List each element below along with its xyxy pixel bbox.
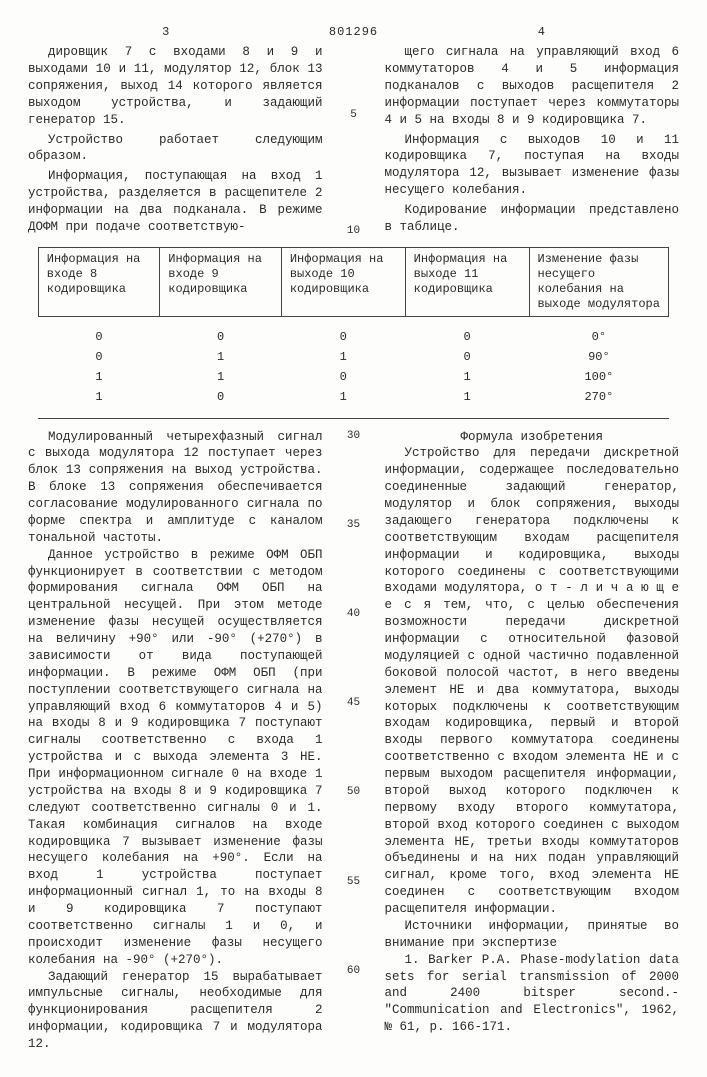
table-header: Информация на выходе 11 кодировщика <box>405 247 529 316</box>
bottom-right-col: Формула изобретения Устройство для перед… <box>385 429 680 1053</box>
sources-entry: 1. Barker P.A. Phase-modylation data set… <box>385 952 680 1036</box>
line-num: 30 <box>347 429 360 444</box>
table-row: 0 1 1 0 90° <box>38 347 668 367</box>
table-row: 1 1 0 1 100° <box>38 367 668 387</box>
para: щего сигнала на управляющий вход 6 комму… <box>385 44 680 128</box>
para: Задающий генератор 15 вырабатывает импул… <box>28 969 323 1053</box>
sources-title: Источники информации, принятые во вниман… <box>385 918 680 952</box>
cell: 0 <box>38 327 160 347</box>
line-num: 55 <box>347 875 360 890</box>
cell: 90° <box>529 347 669 367</box>
top-columns: дировщик 7 с входами 8 и 9 и выходами 10… <box>28 44 679 239</box>
bottom-left-col: Модулированный четырехфазный сигнал с вы… <box>28 429 323 1053</box>
line-num: 40 <box>347 607 360 622</box>
cell: 0 <box>281 327 405 347</box>
top-right-col: щего сигнала на управляющий вход 6 комму… <box>385 44 680 239</box>
cell: 0 <box>281 367 405 387</box>
bottom-columns: Модулированный четырехфазный сигнал с вы… <box>28 429 679 1053</box>
line-num: 35 <box>347 518 360 533</box>
para: Кодирование информации представлено в та… <box>385 202 680 236</box>
line-num: 50 <box>347 785 360 800</box>
para: Устройство для передачи дискретной инфор… <box>385 445 680 918</box>
line-num-gutter: 5 10 <box>343 44 365 239</box>
coding-table: Информация на входе 8 кодировщика Информ… <box>38 247 669 419</box>
para: Устройство работает следующим образом. <box>28 132 323 166</box>
doc-number: 801296 <box>329 24 378 40</box>
line-num: 10 <box>347 224 360 239</box>
cell: 1 <box>160 347 282 367</box>
cell: 0 <box>38 347 160 367</box>
table-header: Информация на входе 8 кодировщика <box>38 247 160 316</box>
page-col-right: 4 <box>531 24 551 40</box>
cell: 1 <box>281 347 405 367</box>
top-left-col: дировщик 7 с входами 8 и 9 и выходами 10… <box>28 44 323 239</box>
line-num: 60 <box>347 964 360 979</box>
para: дировщик 7 с входами 8 и 9 и выходами 10… <box>28 44 323 128</box>
cell: 0 <box>405 347 529 367</box>
cell: 270° <box>529 387 669 407</box>
cell: 0 <box>160 327 282 347</box>
table-row: 1 0 1 1 270° <box>38 387 668 407</box>
cell: 1 <box>38 367 160 387</box>
cell: 1 <box>405 367 529 387</box>
para: Данное устройство в режиме ОФМ ОБП функц… <box>28 547 323 969</box>
line-num: 45 <box>347 696 360 711</box>
cell: 1 <box>281 387 405 407</box>
cell: 1 <box>405 387 529 407</box>
table-header: Информация на входе 9 кодировщика <box>160 247 282 316</box>
table-row: 0 0 0 0 0° <box>38 327 668 347</box>
cell: 0° <box>529 327 669 347</box>
formula-title: Формула изобретения <box>385 429 680 446</box>
cell: 1 <box>38 387 160 407</box>
page-col-left: 3 <box>156 24 176 40</box>
page-header: 3 801296 4 <box>28 24 679 40</box>
cell: 0 <box>405 327 529 347</box>
cell: 100° <box>529 367 669 387</box>
para: Модулированный четырехфазный сигнал с вы… <box>28 429 323 547</box>
cell: 0 <box>160 387 282 407</box>
para: Информация с выходов 10 и 11 кодировщика… <box>385 132 680 200</box>
line-num-gutter: 30 35 40 45 50 55 60 <box>343 429 365 1053</box>
table-header: Изменение фазы несущего колебания на вых… <box>529 247 669 316</box>
cell: 1 <box>160 367 282 387</box>
table-header: Информация на выходе 10 кодировщика <box>281 247 405 316</box>
line-num: 5 <box>350 108 357 123</box>
para: Информация, поступающая на вход 1 устрой… <box>28 168 323 236</box>
